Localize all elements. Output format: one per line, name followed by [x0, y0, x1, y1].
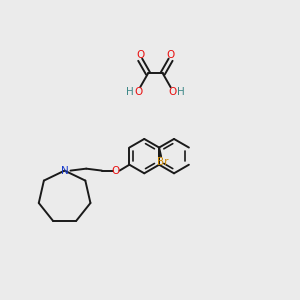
- Text: O: O: [136, 50, 144, 60]
- Text: O: O: [168, 87, 177, 97]
- Text: O: O: [112, 166, 120, 176]
- Text: H: H: [177, 87, 184, 97]
- Text: Br: Br: [157, 157, 169, 167]
- Text: O: O: [134, 87, 142, 97]
- Text: O: O: [167, 50, 175, 60]
- Text: N: N: [61, 166, 68, 176]
- Text: H: H: [127, 87, 134, 97]
